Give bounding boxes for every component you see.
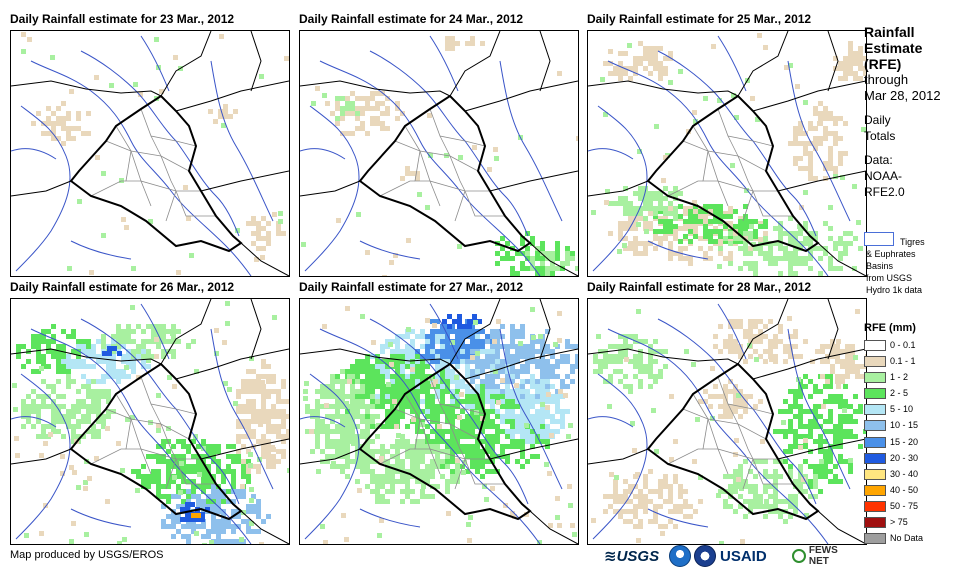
legend-label: 2 - 5 [890,388,909,399]
legend-swatch [864,420,886,432]
basin-swatch [864,232,894,246]
agency-logos: ≋USGS USAID FEWS NET [604,542,859,570]
sidebar-info: Rainfall Estimate (RFE) through Mar 28, … [864,24,964,200]
legend-swatch [864,533,886,545]
map-panel-mar28: Daily Rainfall estimate for 28 Mar., 201… [587,280,867,545]
legend-item: 0.1 - 1 [864,354,964,370]
basin-line: from USGS [866,273,913,283]
legend-swatch [864,452,886,464]
sidebar-data-line: Data: [864,153,893,167]
legend-swatch [864,340,886,351]
rainfall-map [10,298,290,545]
basin-line: & Euphrates [866,249,916,259]
legend-item: 10 - 15 [864,418,964,434]
legend-label: 20 - 30 [890,452,919,463]
sidebar-title: (RFE) [864,56,902,72]
panel-title: Daily Rainfall estimate for 27 Mar., 201… [299,280,524,294]
globe-icon [792,549,806,563]
legend-label: 50 - 75 [890,500,919,511]
panel-title: Daily Rainfall estimate for 28 Mar., 201… [587,280,812,294]
basin-line: Basins [866,261,894,271]
legend-swatch [864,372,886,384]
legend-swatch [864,388,886,400]
legend-item: 5 - 10 [864,402,964,418]
usaid-logo: USAID [720,547,767,565]
legend-label: 10 - 15 [890,420,919,431]
legend-label: 30 - 40 [890,468,919,479]
legend-item: 20 - 30 [864,451,964,467]
legend-item: 2 - 5 [864,386,964,402]
map-panel-mar23: Daily Rainfall estimate for 23 Mar., 201… [10,12,290,277]
legend-label: 1 - 2 [890,372,909,383]
sidebar-daily-line: Totals [864,129,896,143]
legend-rows: 0 - 0.1 0.1 - 1 1 - 2 2 - 5 5 - 10 10 - 15 15 … [864,338,964,547]
sidebar-through: through [864,72,909,87]
legend-label: 15 - 20 [890,436,919,447]
legend-item: 50 - 75 [864,499,964,515]
map-panel-mar25: Daily Rainfall estimate for 25 Mar., 201… [587,12,867,277]
sidebar-title: Estimate [864,40,923,56]
noaa-logo [669,542,691,570]
legend-item: 1 - 2 [864,370,964,386]
legend-item: 0 - 0.1 [864,338,964,354]
usgs-logo: ≋USGS [604,548,660,565]
legend-swatch [864,500,886,512]
panel-title: Daily Rainfall estimate for 25 Mar., 201… [587,12,812,26]
legend-swatch [864,356,886,368]
panel-title: Daily Rainfall estimate for 26 Mar., 201… [10,280,235,294]
rainfall-map [299,30,579,277]
legend-label: 40 - 50 [890,484,919,495]
legend-swatch [864,517,886,529]
legend-item: 30 - 40 [864,467,964,483]
legend-label: No Data [890,533,924,544]
sidebar-daily-line: Daily [864,113,891,127]
legend-swatch [864,484,886,496]
rfe-legend: RFE (mm) 0 - 0.1 0.1 - 1 1 - 2 2 - 5 5 - 10 1… [864,322,964,547]
rainfall-map [10,30,290,277]
sidebar-title: Rainfall [864,24,915,40]
map-panel-mar24: Daily Rainfall estimate for 24 Mar., 201… [299,12,579,277]
basin-line: Tigres [900,237,925,247]
map-panel-mar26: Daily Rainfall estimate for 26 Mar., 201… [10,280,290,545]
legend-label: 0.1 - 1 [890,356,916,367]
fews-net-logo: FEWS NET [792,542,860,570]
legend-item: No Data [864,531,964,547]
map-panel-mar27: Daily Rainfall estimate for 27 Mar., 201… [299,280,579,545]
legend-label: 0 - 0.1 [890,340,916,350]
legend-swatch [864,436,886,448]
panel-title: Daily Rainfall estimate for 23 Mar., 201… [10,12,235,26]
fews-net-label: FEWS NET [808,545,838,567]
basin-text: Tigres & Euphrates Basins from USGS Hydr… [866,236,964,296]
panel-title: Daily Rainfall estimate for 24 Mar., 201… [299,12,524,26]
legend-label: > 75 [890,517,908,528]
sidebar-date: Mar 28, 2012 [864,88,941,103]
legend-title: RFE (mm) [864,322,916,334]
legend-item: 40 - 50 [864,483,964,499]
sidebar-daily: Daily Totals [864,112,964,144]
legend-swatch [864,468,886,480]
legend-swatch [864,404,886,416]
map-credit: Map produced by USGS/EROS [10,549,164,561]
rainfall-map [587,298,867,545]
sidebar-data-line: RFE2.0 [864,185,905,199]
rainfall-map [587,30,867,277]
legend-item: > 75 [864,515,964,531]
legend-item: 15 - 20 [864,435,964,451]
basin-line: Hydro 1k data [866,285,923,295]
doi-logo [694,542,716,570]
legend-label: 5 - 10 [890,404,914,415]
sidebar-data-line: NOAA- [864,169,903,183]
rainfall-map [299,298,579,545]
sidebar-data-source: Data: NOAA- RFE2.0 [864,152,964,200]
